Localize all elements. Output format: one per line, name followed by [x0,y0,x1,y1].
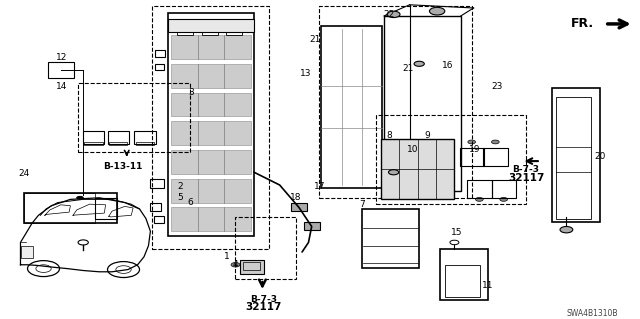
Bar [467,180,492,198]
Bar [304,222,320,230]
Bar [240,260,264,274]
Text: 18: 18 [290,193,301,202]
Bar [109,142,127,145]
Circle shape [500,197,508,201]
Text: 2: 2 [178,182,183,191]
Bar [95,198,117,219]
Bar [171,121,251,145]
Bar [134,131,156,144]
Text: 7: 7 [359,200,364,209]
Text: 23: 23 [491,82,502,91]
Text: 16: 16 [442,61,454,70]
Bar [136,142,154,145]
Text: B-7-3: B-7-3 [250,295,277,304]
Text: 14: 14 [56,82,68,91]
Text: 12: 12 [56,53,68,62]
Text: 8: 8 [387,131,392,140]
Bar [440,249,488,300]
Bar [171,150,251,174]
Bar [381,139,454,199]
Bar [243,262,260,270]
Text: 15: 15 [451,228,463,237]
Text: 21: 21 [403,64,414,73]
Text: 11: 11 [482,281,493,290]
Bar [226,29,242,35]
Bar [83,131,104,144]
Bar [556,97,591,219]
Text: 6: 6 [188,198,193,207]
Circle shape [429,7,445,15]
Bar [445,265,480,297]
Bar [291,203,307,211]
Bar [492,180,516,198]
Bar [202,29,218,35]
Bar [155,50,165,57]
Text: 9: 9 [425,131,430,140]
Text: FR.: FR. [571,18,594,30]
Bar [48,62,74,78]
Bar [177,29,193,35]
Bar [21,246,33,258]
Bar [362,209,419,268]
Text: 32117: 32117 [508,173,544,183]
Bar [171,64,251,88]
Bar [24,193,117,223]
Text: 20: 20 [594,152,605,161]
Bar [78,83,190,152]
Circle shape [492,140,499,144]
Circle shape [476,197,483,201]
Text: 21: 21 [309,35,321,44]
Bar [235,217,296,279]
Circle shape [414,61,424,66]
Text: 17: 17 [314,182,326,191]
Bar [108,131,129,144]
Text: 4: 4 [232,260,237,269]
Bar [84,142,103,145]
Text: B-13-11: B-13-11 [103,162,143,171]
Bar [552,88,600,222]
Bar [460,148,484,166]
Bar [171,93,251,116]
Bar [319,6,472,198]
Bar [168,19,254,32]
Text: 10: 10 [407,145,419,154]
Bar [384,16,461,191]
Circle shape [76,196,84,200]
Bar [24,193,95,223]
Text: 32117: 32117 [246,302,282,312]
Circle shape [231,263,240,267]
Bar [376,115,526,204]
Bar [152,6,269,249]
Text: 1: 1 [225,252,230,261]
Bar [155,64,164,70]
Bar [321,26,382,188]
Text: B-7-3: B-7-3 [513,165,540,174]
Text: 3: 3 [188,88,193,97]
Bar [150,203,161,211]
Bar [154,216,164,223]
Text: 5: 5 [178,193,183,202]
Circle shape [388,170,399,175]
Text: 24: 24 [19,169,30,178]
Circle shape [387,11,400,18]
Text: 22: 22 [383,10,395,19]
Circle shape [468,140,476,144]
Text: 19: 19 [469,145,481,154]
Text: 13: 13 [300,69,311,78]
Bar [171,35,251,59]
Bar [150,179,164,188]
Bar [483,148,508,166]
Text: SWA4B1310B: SWA4B1310B [566,309,618,318]
Circle shape [560,226,573,233]
Bar [171,207,251,231]
Bar [171,179,251,203]
Bar [168,13,254,236]
